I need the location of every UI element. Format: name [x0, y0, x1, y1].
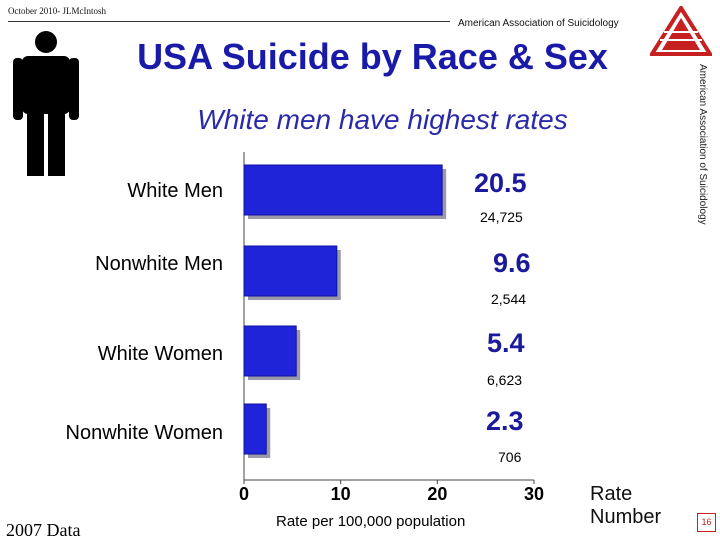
number-label-white-women: 6,623 [487, 372, 523, 388]
header-organization: American Association of Suicidology [458, 18, 619, 29]
rate-label-white-men: 20.5 [474, 168, 527, 198]
bar [243, 245, 338, 297]
bar [243, 325, 297, 377]
legend-number-label: Number [590, 506, 662, 528]
page-number: 16 [697, 513, 716, 532]
bar [243, 164, 443, 216]
header-divider [8, 21, 450, 22]
aas-logo-icon [648, 4, 714, 61]
number-label-white-men: 24,725 [480, 209, 523, 225]
chart-subtitle: White men have highest rates [197, 104, 568, 135]
x-tick-label: 20 [427, 484, 447, 504]
x-tick-label: 0 [239, 484, 249, 504]
side-organization: American Association of Suicidology [697, 64, 708, 225]
header-date-author: October 2010- JLMcIntosh [8, 6, 106, 16]
number-label-nonwhite-men: 2,544 [491, 291, 527, 307]
bar [243, 403, 267, 455]
category-label-white-women: White Women [97, 343, 223, 365]
x-axis-label: Rate per 100,000 population [276, 513, 466, 530]
rate-label-nonwhite-men: 9.6 [493, 248, 531, 278]
legend-rate-label: Rate [590, 483, 633, 505]
x-tick-label: 10 [331, 484, 351, 504]
man-figure-icon [10, 28, 82, 186]
rate-label-nonwhite-women: 2.3 [486, 406, 524, 436]
number-label-nonwhite-women: 706 [498, 449, 522, 465]
x-tick-label: 30 [524, 484, 544, 504]
category-label-nonwhite-men: Nonwhite Men [95, 253, 223, 275]
category-label-nonwhite-women: Nonwhite Women [65, 422, 223, 444]
category-label-white-men: White Men [127, 180, 223, 202]
rate-label-white-women: 5.4 [487, 328, 525, 358]
data-year-label: 2007 Data [6, 520, 81, 540]
chart-title: USA Suicide by Race & Sex [137, 36, 608, 77]
